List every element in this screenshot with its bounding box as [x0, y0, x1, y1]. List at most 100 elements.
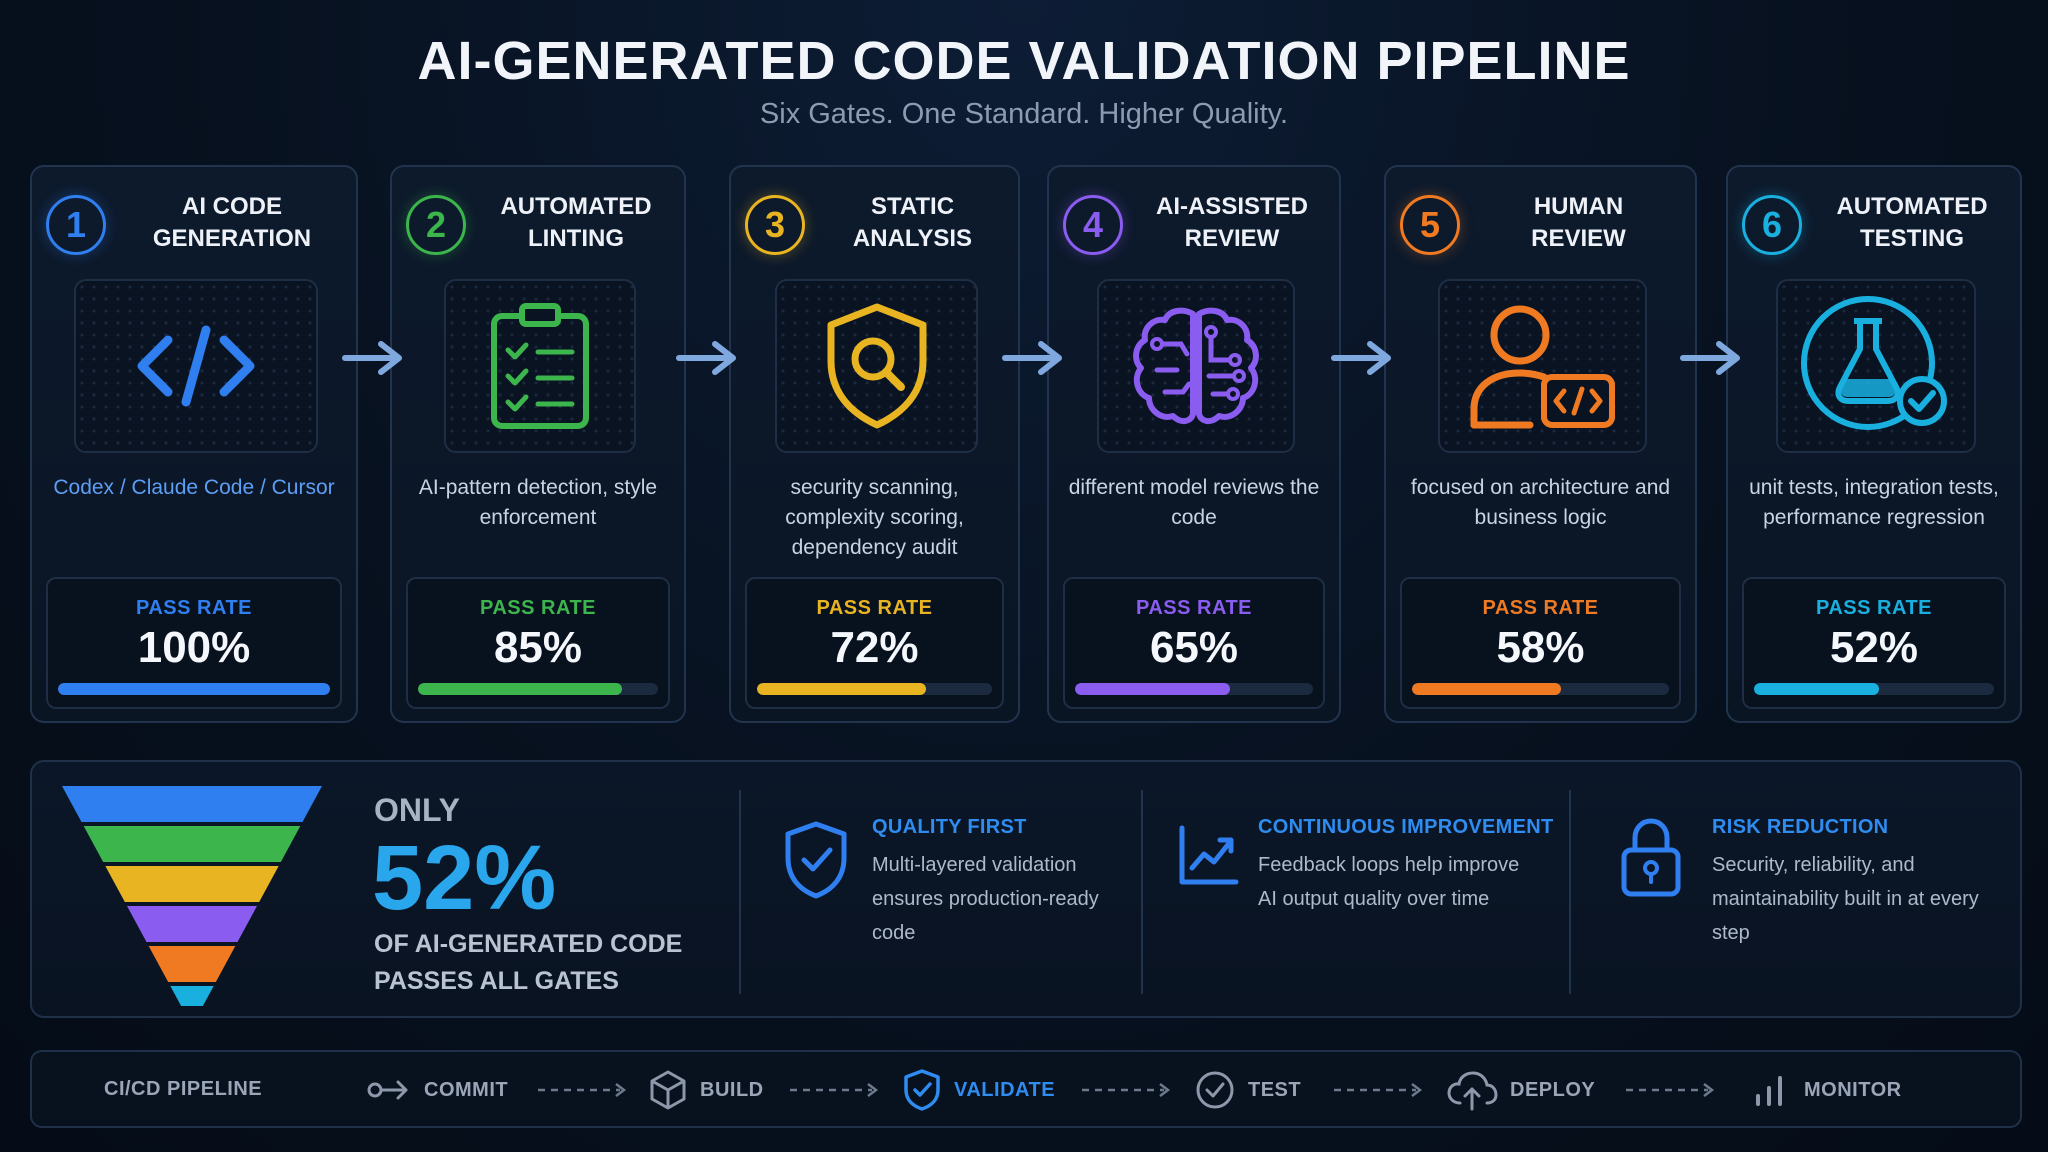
- page-subtitle: Six Gates. One Standard. Higher Quality.: [759, 98, 1289, 130]
- cicd-step-build[interactable]: BUILD: [648, 1068, 764, 1112]
- gate-title: HUMAN REVIEW: [1472, 191, 1685, 255]
- gate-description: Codex / Claude Code / Cursor: [53, 476, 335, 499]
- pass-rate-label: PASS RATE: [480, 597, 596, 619]
- pass-rate-box: PASS RATE 85%: [406, 577, 670, 709]
- gate-card: 6 AUTOMATED TESTING unit tests, integrat…: [1726, 165, 2022, 723]
- shield-search-icon: [827, 303, 926, 429]
- gate-title: STATIC ANALYSIS: [817, 191, 1008, 255]
- gate-title: AI CODE GENERATION: [118, 191, 346, 255]
- cicd-step-label: TEST: [1248, 1078, 1302, 1101]
- gate-number: 2: [425, 204, 447, 245]
- pass-rate-value: 100%: [137, 623, 251, 672]
- shield-check-icon: [904, 1069, 940, 1111]
- gate-card: 4 AI-ASSISTED REVIEW different model rev…: [1047, 165, 1341, 723]
- pass-rate-bar-fill: [58, 683, 330, 695]
- gate-title-line2: REVIEW: [1184, 225, 1280, 252]
- pass-rate-value: 65%: [1149, 623, 1239, 672]
- gate-title-line1: AI-ASSISTED: [1155, 193, 1308, 220]
- flow-arrow-icon: [342, 341, 402, 375]
- gate-number-badge: 3: [745, 195, 805, 255]
- summary-percent: 52%: [372, 827, 557, 929]
- person-code-icon: [1470, 305, 1615, 429]
- cicd-step-label: DEPLOY: [1510, 1078, 1596, 1101]
- dashed-arrow-icon: [1334, 1083, 1423, 1097]
- pass-rate-value: 58%: [1496, 623, 1585, 672]
- flow-arrow-icon: [1679, 341, 1740, 375]
- commit-icon: [367, 1080, 408, 1100]
- funnel-layer: [170, 986, 214, 1006]
- gate-title: AUTOMATED TESTING: [1814, 191, 2010, 255]
- pass-rate-bar-track: [1754, 683, 1994, 695]
- gate-title-line2: REVIEW: [1531, 225, 1626, 252]
- divider: [1141, 790, 1143, 994]
- gate-icon-box: [1097, 279, 1295, 453]
- cloud-upload-icon: [1447, 1071, 1498, 1111]
- gate-card: 2 AUTOMATED LINTING AI-pattern detection…: [390, 165, 686, 723]
- gate-title-line2: TESTING: [1859, 225, 1964, 252]
- pass-rate-box: PASS RATE 100%: [46, 577, 342, 709]
- gate-number: 3: [764, 204, 786, 245]
- pass-rate-label: PASS RATE: [1816, 597, 1932, 619]
- bars-icon: [1756, 1076, 1782, 1106]
- feature-text: Security, reliability, and maintainabili…: [1712, 854, 1979, 944]
- gate-title-line1: AI CODE: [181, 193, 282, 220]
- pass-rate-label: PASS RATE: [1482, 597, 1599, 619]
- cicd-step-monitor[interactable]: MONITOR: [1752, 1068, 1902, 1112]
- gate-number-badge: 5: [1400, 195, 1460, 255]
- pass-rate-bar-track: [1075, 683, 1313, 695]
- gate-card: 3 STATIC ANALYSIS security scanning, com…: [729, 165, 1020, 723]
- gate-number-badge: 1: [46, 195, 106, 255]
- gate-header: 6 AUTOMATED TESTING: [1742, 189, 2010, 259]
- gate-header: 4 AI-ASSISTED REVIEW: [1063, 189, 1329, 259]
- pass-rate-value: 52%: [1829, 623, 1919, 672]
- gate-title-line1: STATIC: [870, 193, 955, 220]
- gate-description: focused on architecture and business log…: [1410, 476, 1671, 529]
- dashed-arrow-icon: [1626, 1083, 1715, 1097]
- code-icon: [137, 325, 255, 407]
- gate-card: 1 AI CODE GENERATION Codex / Claude Code…: [30, 165, 358, 723]
- gate-description: AI-pattern detection, style enforcement: [418, 476, 658, 529]
- funnel-graphic: [62, 786, 322, 1006]
- cicd-step-test[interactable]: TEST: [1194, 1068, 1301, 1112]
- gate-number-badge: 4: [1063, 195, 1123, 255]
- pass-rate-label: PASS RATE: [136, 597, 252, 619]
- flow-arrow-icon: [675, 341, 736, 375]
- pass-rate-label: PASS RATE: [816, 597, 933, 619]
- checklist-icon: [491, 303, 589, 429]
- pass-rate-label: PASS RATE: [1136, 597, 1252, 619]
- pass-rate-bar-track: [418, 683, 658, 695]
- flow-arrow-icon: [1001, 341, 1062, 375]
- summary-caption-line2: PASSES ALL GATES: [374, 967, 619, 995]
- feature-text: Multi-layered validation ensures product…: [872, 854, 1099, 944]
- cube-icon: [650, 1070, 686, 1110]
- pass-rate-bar-fill: [757, 683, 927, 695]
- cicd-step-commit[interactable]: COMMIT: [366, 1068, 508, 1112]
- gate-header: 2 AUTOMATED LINTING: [406, 189, 674, 259]
- gate-number-badge: 2: [406, 195, 466, 255]
- pass-rate-bar-track: [1412, 683, 1669, 695]
- funnel-layer: [105, 866, 279, 902]
- summary-panel: ONLY 52% OF AI-GENERATED CODE PASSES ALL…: [30, 760, 2022, 1018]
- funnel-layer: [148, 946, 236, 982]
- dashed-arrow-icon: [1082, 1083, 1171, 1097]
- pass-rate-box: PASS RATE 65%: [1063, 577, 1325, 709]
- feature-text: Feedback loops help improve AI output qu…: [1258, 854, 1520, 910]
- pass-rate-bar-track: [757, 683, 992, 695]
- pass-rate-bar-fill: [1412, 683, 1562, 695]
- gate-title-line2: ANALYSIS: [852, 225, 973, 252]
- gate-description: different model reviews the code: [1068, 476, 1320, 529]
- shield-check-icon: [785, 821, 847, 899]
- cicd-step-validate[interactable]: VALIDATE: [902, 1068, 1055, 1112]
- divider: [739, 790, 741, 994]
- cicd-label: CI/CD PIPELINE: [104, 1078, 263, 1100]
- gate-description: security scanning, complexity scoring, d…: [785, 476, 964, 559]
- summary-only-label: ONLY: [374, 792, 460, 828]
- cicd-step-label: MONITOR: [1804, 1078, 1902, 1101]
- cicd-step-deploy[interactable]: DEPLOY: [1446, 1068, 1595, 1112]
- feature-title: QUALITY FIRST: [872, 816, 1027, 838]
- chart-up-icon: [1179, 825, 1239, 885]
- gate-title-line2: LINTING: [528, 225, 624, 252]
- summary-caption: OF AI-GENERATED CODE PASSES ALL GATES: [374, 926, 734, 1000]
- cicd-step-label: VALIDATE: [954, 1078, 1056, 1101]
- gate-icon-box: [1438, 279, 1647, 453]
